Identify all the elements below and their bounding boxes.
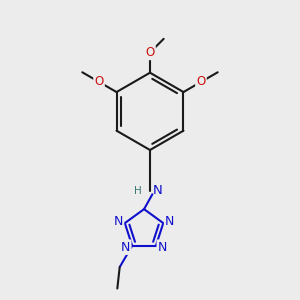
Text: O: O [94,75,104,88]
Text: N: N [158,241,167,254]
Text: O: O [196,75,206,88]
Text: N: N [114,215,123,228]
Text: O: O [146,46,154,59]
Text: N: N [152,184,162,197]
Text: N: N [165,215,175,228]
Text: H: H [134,186,142,196]
Text: N: N [121,241,130,254]
